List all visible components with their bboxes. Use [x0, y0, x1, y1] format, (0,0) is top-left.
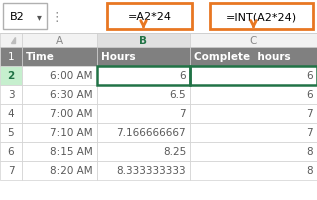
Text: 4: 4	[8, 109, 14, 119]
Text: 7: 7	[306, 128, 313, 138]
Text: 8: 8	[306, 166, 313, 176]
Text: 6.5: 6.5	[169, 90, 186, 100]
Bar	[190, 67, 317, 86]
Bar	[22, 104, 97, 123]
Bar	[97, 67, 190, 86]
Bar	[210, 4, 313, 30]
Bar	[22, 67, 97, 86]
Bar	[97, 161, 190, 180]
Bar	[22, 48, 97, 67]
Bar	[0, 34, 22, 48]
Bar	[97, 67, 190, 86]
Bar	[22, 161, 97, 180]
Text: Time: Time	[26, 52, 55, 62]
Bar	[22, 34, 97, 48]
Polygon shape	[11, 38, 15, 44]
Text: A: A	[56, 36, 63, 46]
Bar	[97, 86, 190, 104]
Bar	[97, 142, 190, 161]
Text: 6:00 AM: 6:00 AM	[50, 71, 93, 81]
Text: 6: 6	[8, 147, 14, 157]
Bar	[190, 104, 317, 123]
Bar	[190, 67, 317, 86]
Bar	[0, 67, 22, 86]
Text: 7:00 AM: 7:00 AM	[50, 109, 93, 119]
Text: =INT(A2*24): =INT(A2*24)	[226, 12, 297, 22]
Bar	[97, 123, 190, 142]
Text: 6: 6	[306, 90, 313, 100]
Text: 8.25: 8.25	[163, 147, 186, 157]
Bar	[190, 86, 317, 104]
Text: 8: 8	[306, 147, 313, 157]
Bar	[97, 104, 190, 123]
Bar	[0, 123, 22, 142]
Text: 3: 3	[8, 90, 14, 100]
Text: 7: 7	[8, 166, 14, 176]
Bar	[0, 142, 22, 161]
Text: B2: B2	[10, 12, 24, 22]
Bar	[0, 161, 22, 180]
Bar	[190, 34, 317, 48]
Bar	[0, 48, 22, 67]
Text: ⋮: ⋮	[51, 10, 63, 23]
Bar	[97, 48, 190, 67]
Bar	[190, 142, 317, 161]
Text: 7: 7	[179, 109, 186, 119]
Bar	[0, 0, 317, 34]
Bar	[190, 48, 317, 67]
Text: 6:30 AM: 6:30 AM	[50, 90, 93, 100]
Bar	[190, 123, 317, 142]
Text: 8:20 AM: 8:20 AM	[50, 166, 93, 176]
Bar	[22, 142, 97, 161]
Text: 6: 6	[306, 71, 313, 81]
Text: 6: 6	[179, 71, 186, 81]
Text: =A2*24: =A2*24	[127, 12, 171, 22]
Text: B: B	[139, 36, 147, 46]
Text: 8.333333333: 8.333333333	[116, 166, 186, 176]
Text: Complete  hours: Complete hours	[194, 52, 291, 62]
Text: Hours: Hours	[101, 52, 136, 62]
Bar	[22, 123, 97, 142]
Text: C: C	[250, 36, 257, 46]
Text: 2: 2	[7, 71, 15, 81]
Text: 5: 5	[8, 128, 14, 138]
Bar	[0, 86, 22, 104]
Text: ▾: ▾	[36, 12, 42, 22]
Bar	[97, 34, 190, 48]
Bar	[190, 161, 317, 180]
Bar	[22, 86, 97, 104]
Bar	[3, 4, 47, 30]
Bar	[0, 104, 22, 123]
Text: 7.166666667: 7.166666667	[116, 128, 186, 138]
Text: 1: 1	[8, 52, 14, 62]
Bar	[107, 4, 192, 30]
Text: 8:15 AM: 8:15 AM	[50, 147, 93, 157]
Text: 7: 7	[306, 109, 313, 119]
Text: 7:10 AM: 7:10 AM	[50, 128, 93, 138]
